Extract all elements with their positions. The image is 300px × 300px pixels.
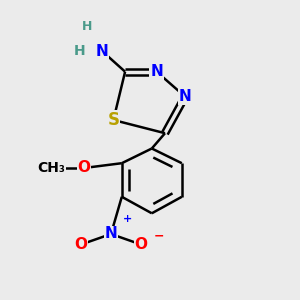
Text: −: − (154, 230, 164, 242)
Text: S: S (107, 111, 119, 129)
Text: +: + (123, 214, 132, 224)
Text: CH₃: CH₃ (37, 161, 65, 175)
Text: N: N (96, 44, 108, 59)
Text: N: N (105, 226, 117, 242)
Text: H: H (82, 20, 92, 34)
Text: H: H (74, 44, 86, 58)
Text: O: O (134, 237, 148, 252)
Text: N: N (150, 64, 163, 79)
Text: N: N (179, 89, 191, 104)
Text: O: O (77, 160, 91, 175)
Text: O: O (74, 237, 88, 252)
